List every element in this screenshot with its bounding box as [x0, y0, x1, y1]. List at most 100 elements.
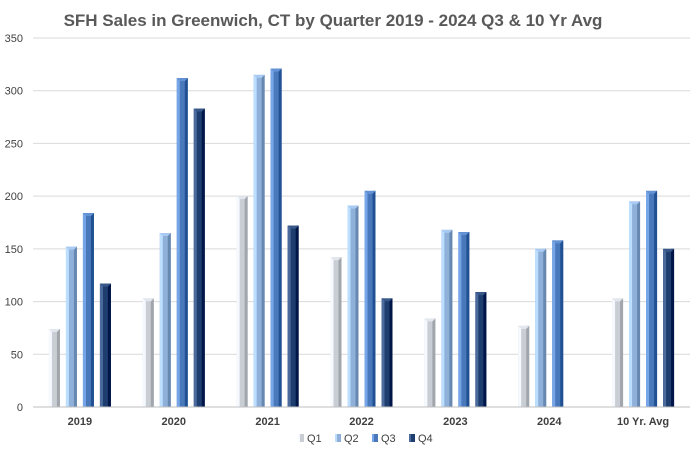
bar-cap [364, 190, 376, 194]
bar-shade [355, 205, 359, 407]
bar-shade [483, 292, 487, 407]
bar-q1-2023 [424, 318, 436, 407]
legend-item-q3: Q3 [372, 433, 396, 445]
bar-q2-2022 [347, 205, 359, 407]
legend-swatch [335, 434, 341, 442]
bar-cap [646, 190, 658, 194]
bar-q2-2021 [253, 74, 265, 408]
legend-swatch-highlight [409, 434, 411, 442]
legend-swatch [298, 434, 304, 442]
bar-q3-10-yr-avg [646, 190, 658, 407]
y-tick-label: 150 [5, 244, 23, 256]
bar-highlight [193, 108, 197, 407]
bar-highlight [535, 248, 539, 407]
bar-highlight [330, 257, 334, 407]
bar-cap [99, 283, 111, 287]
bar-q3-2022 [364, 190, 376, 407]
bar-cap [612, 298, 624, 302]
bar-cap [193, 108, 205, 112]
bar-q1-10-yr-avg [612, 298, 624, 407]
bar-face [236, 196, 248, 407]
bar-shade [637, 201, 641, 407]
bar-highlight [142, 298, 146, 407]
bar-highlight [518, 325, 522, 407]
legend-swatch-highlight [298, 434, 300, 442]
bar-highlight [176, 78, 180, 407]
bar-shade [150, 298, 154, 407]
bar-face [99, 283, 111, 407]
bar-cap [518, 325, 530, 329]
bar-highlight [646, 190, 650, 407]
bar-q4-2020 [193, 108, 205, 407]
grid-lines [33, 37, 690, 355]
chart-title: SFH Sales in Greenwich, CT by Quarter 20… [64, 11, 603, 30]
bar-shade [526, 325, 530, 407]
x-tick-label: 2020 [162, 416, 186, 428]
bar-q2-2024 [535, 248, 547, 407]
legend-item-q4: Q4 [409, 433, 433, 445]
bar-shade [261, 74, 265, 408]
bar-face [441, 229, 453, 407]
bar-highlight [48, 328, 52, 407]
bar-face [552, 240, 564, 407]
bar-cap [270, 68, 282, 72]
x-tick-label: 2023 [443, 416, 467, 428]
bar-shade [73, 246, 77, 407]
bar-shade [620, 298, 624, 407]
bar-cap [629, 201, 641, 205]
bar-cap [663, 248, 675, 252]
bar-face [48, 328, 60, 407]
bar-face [364, 190, 376, 407]
bar-q4-2023 [475, 292, 487, 407]
bar-highlight [629, 201, 633, 407]
bar-q3-2020 [176, 78, 188, 407]
y-tick-label: 350 [5, 33, 23, 45]
bar-shade [671, 248, 675, 407]
bar-q4-2019 [99, 283, 111, 407]
legend-item-q2: Q2 [335, 433, 359, 445]
bar-shade [432, 318, 436, 407]
bar-shade [543, 248, 547, 407]
x-tick-label: 2021 [255, 416, 279, 428]
bar-q4-2022 [381, 298, 393, 407]
bar-cap [236, 196, 248, 200]
bar-face [612, 298, 624, 407]
bar-face [629, 201, 641, 407]
bar-q1-2021 [236, 196, 248, 407]
bar-face [458, 231, 470, 407]
legend-label: Q4 [418, 433, 433, 445]
legend: Q1 Q2 Q3 Q4 [298, 433, 433, 445]
bar-highlight [99, 283, 103, 407]
bar-face [159, 233, 171, 407]
bar-face [518, 325, 530, 407]
bar-cap [552, 240, 564, 244]
bar-highlight [270, 68, 274, 408]
bar-highlight [475, 292, 479, 407]
bar-highlight [236, 196, 240, 407]
bar-q3-2021 [270, 68, 282, 408]
bars [48, 68, 675, 408]
bar-face [381, 298, 393, 407]
bar-face [646, 190, 658, 407]
bar-highlight [424, 318, 428, 407]
bar-highlight [552, 240, 556, 407]
bar-highlight [347, 205, 351, 407]
bar-shade [90, 213, 94, 407]
bar-shade [466, 231, 470, 407]
bar-face [330, 257, 342, 407]
bar-q1-2019 [48, 328, 60, 407]
bar-shade [372, 190, 376, 407]
bar-q1-2020 [142, 298, 154, 407]
bar-face [142, 298, 154, 407]
x-tick-label: 10 Yr. Avg [617, 416, 669, 428]
bar-shade [449, 229, 453, 407]
bar-face [475, 292, 487, 407]
bar-face [65, 246, 77, 407]
bar-face [663, 248, 675, 407]
bar-cap [441, 229, 453, 233]
bar-cap [176, 78, 188, 82]
legend-swatch [409, 434, 415, 442]
bar-q4-2021 [287, 225, 299, 407]
bar-shade [389, 298, 393, 407]
bar-shade [201, 108, 205, 407]
